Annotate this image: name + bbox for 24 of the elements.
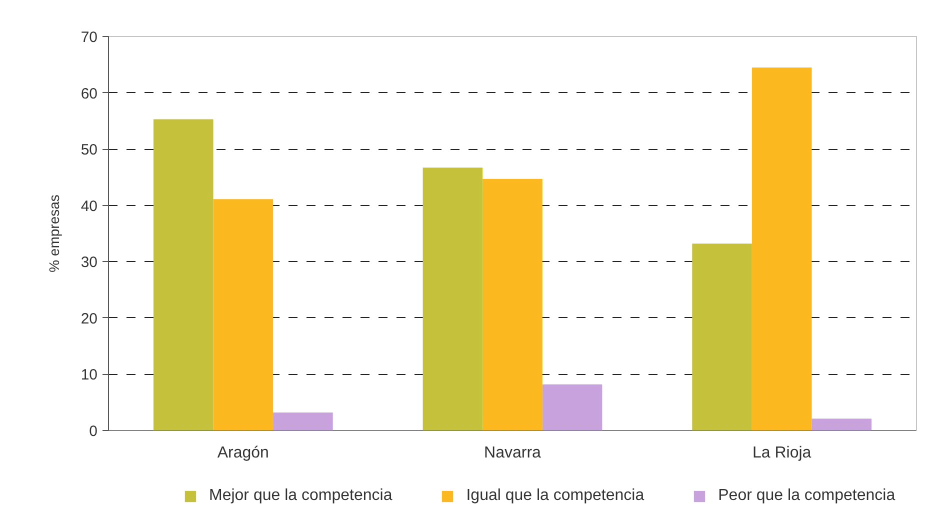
- bar: [153, 119, 214, 430]
- bar: [542, 384, 602, 430]
- legend-label: Peor que la competencia: [718, 487, 896, 505]
- x-tick-label: Navarra: [484, 444, 542, 462]
- legend-label: Igual que la competencia: [466, 487, 644, 505]
- bar: [752, 67, 812, 430]
- bar: [213, 199, 274, 430]
- bar: [812, 418, 872, 430]
- legend-label: Mejor que la competencia: [209, 487, 392, 505]
- x-tick-label: La Rioja: [752, 444, 812, 462]
- y-tick-label: 60: [80, 85, 98, 102]
- bar: [482, 178, 542, 430]
- bar: [273, 412, 333, 430]
- y-tick-label: 10: [80, 366, 98, 384]
- y-axis-title: % empresas: [46, 194, 62, 272]
- y-tick-label: 20: [80, 310, 98, 328]
- y-tick-label: 50: [80, 142, 98, 159]
- y-tick-label: 30: [80, 254, 98, 272]
- x-tick-label: Aragón: [217, 444, 269, 462]
- bar: [422, 168, 483, 430]
- bar: [692, 244, 752, 430]
- y-tick-label: 0: [89, 423, 98, 440]
- y-tick-label: 40: [80, 198, 98, 215]
- y-tick-label: 70: [80, 29, 98, 46]
